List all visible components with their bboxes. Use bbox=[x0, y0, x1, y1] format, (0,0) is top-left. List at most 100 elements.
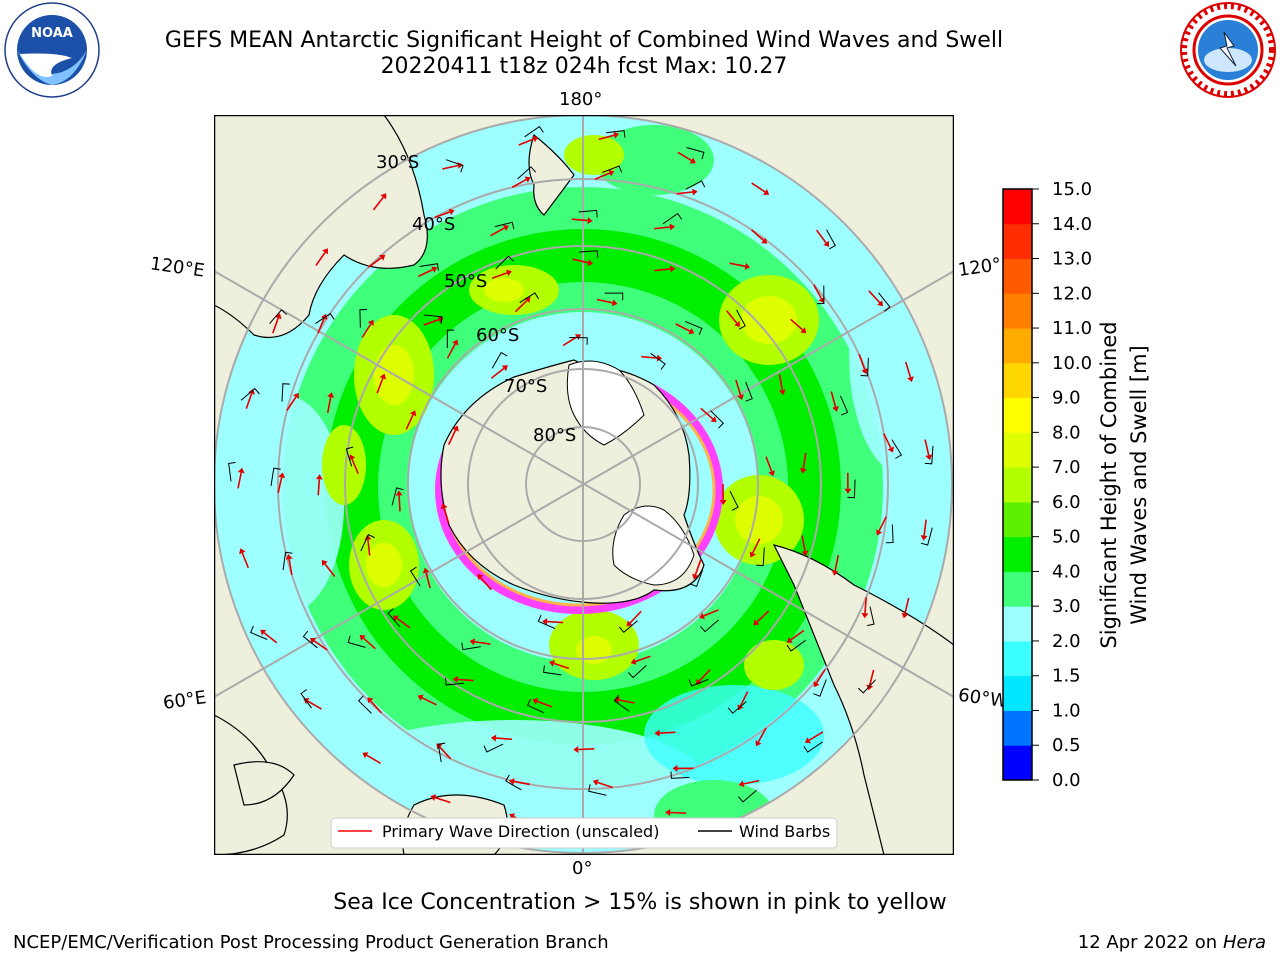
wave-arrow bbox=[474, 641, 491, 645]
wave-arrow-head bbox=[753, 619, 760, 626]
colorbar-block bbox=[1003, 536, 1032, 572]
footer-branch: NCEP/EMC/Verification Post Processing Pr… bbox=[13, 932, 609, 953]
wave-arrow bbox=[858, 354, 866, 370]
wind-barb bbox=[727, 701, 747, 714]
wind-barb bbox=[602, 165, 623, 173]
wave-arrow bbox=[313, 640, 328, 651]
wind-barb bbox=[445, 159, 464, 173]
wave-arrow-head bbox=[799, 468, 807, 474]
wave-arrow-head bbox=[436, 743, 443, 750]
wave-arrow-head bbox=[768, 470, 775, 477]
wind-barb bbox=[578, 209, 598, 218]
wind-barb bbox=[606, 130, 626, 138]
wave-arrow-head bbox=[469, 638, 476, 646]
wave-arrow bbox=[514, 299, 528, 313]
wave-arrow-head bbox=[524, 176, 531, 183]
wave-arrow-head bbox=[734, 320, 740, 327]
wave-arrow bbox=[571, 218, 588, 222]
wave-arrow bbox=[490, 227, 505, 237]
wave-arrow bbox=[694, 559, 702, 576]
wave-arrow bbox=[830, 391, 837, 408]
wave-arrow bbox=[396, 617, 411, 629]
wind-barb bbox=[866, 606, 875, 627]
wave-arrow bbox=[641, 355, 658, 359]
wave-arrow-head bbox=[763, 189, 770, 195]
colorbar-block bbox=[1003, 293, 1032, 329]
wave-arrow-head bbox=[440, 503, 448, 510]
wind-barb bbox=[446, 329, 455, 349]
wave-arrow bbox=[237, 472, 242, 489]
wave-arrow bbox=[553, 662, 570, 670]
wave-arrow-head bbox=[614, 696, 620, 704]
wave-arrow-head bbox=[395, 490, 403, 496]
wave-arrow-head bbox=[379, 373, 387, 380]
polar-map[interactable]: 30°S 40°S 50°S 60°S 70°S 80°S Primary Wa… bbox=[214, 115, 954, 855]
wave-arrow-head bbox=[669, 265, 676, 273]
lon-label-180: 180° bbox=[559, 89, 603, 110]
wave-arrow-head bbox=[823, 240, 830, 247]
wind-barb bbox=[437, 742, 446, 763]
wind-barb bbox=[491, 351, 508, 369]
wind-barb bbox=[281, 383, 290, 402]
wave-arrow-head bbox=[672, 764, 678, 772]
wave-arrow-head bbox=[669, 223, 675, 231]
wave-arrow bbox=[751, 538, 761, 554]
wave-arrow bbox=[751, 182, 766, 193]
madagascar bbox=[233, 761, 295, 806]
wave-arrow-head bbox=[327, 392, 335, 398]
wave-arrow bbox=[376, 378, 384, 394]
wave-arrow bbox=[676, 191, 693, 195]
wind-barb bbox=[423, 314, 443, 324]
wave-arrow bbox=[434, 796, 451, 804]
wave-arrow bbox=[598, 134, 615, 141]
wave-arrow-head bbox=[699, 612, 705, 620]
wave-arrow-head bbox=[710, 416, 717, 423]
wind-barb bbox=[685, 180, 706, 190]
wind-barb bbox=[526, 698, 545, 714]
wave-arrow-head bbox=[321, 559, 328, 566]
wave-arrow-head bbox=[866, 684, 874, 691]
wave-arrow-head bbox=[804, 737, 811, 744]
wave-arrow-head bbox=[417, 694, 424, 701]
wave-arrow-head bbox=[502, 224, 509, 231]
wind-barb bbox=[579, 250, 599, 258]
footer-host: Hera bbox=[1222, 932, 1266, 953]
wave-arrow bbox=[562, 336, 578, 347]
wave-arrow bbox=[457, 678, 474, 682]
wave-arrow-head bbox=[367, 697, 374, 704]
colorbar-tick-label: 0.0 bbox=[1052, 770, 1081, 790]
wave-arrow bbox=[513, 780, 530, 786]
wave-arrow bbox=[398, 495, 401, 512]
wind-barb bbox=[924, 445, 934, 465]
map-legend: Primary Wave Direction (unscaled) Wind B… bbox=[330, 817, 838, 849]
wave-arrow-head bbox=[505, 269, 512, 277]
wave-arrow-head bbox=[278, 472, 286, 479]
wave-arrow-head bbox=[320, 313, 328, 320]
wave-arrow bbox=[904, 361, 912, 378]
wave-arrow bbox=[790, 629, 805, 641]
wave-arrow-head bbox=[801, 550, 809, 556]
wave-arrow bbox=[367, 257, 382, 268]
colorbar-tick-label: 9.0 bbox=[1052, 388, 1081, 409]
wave-arrow-head bbox=[630, 658, 637, 665]
wind-barb bbox=[461, 642, 481, 651]
colorbar-tick-label: 8.0 bbox=[1052, 422, 1081, 443]
lat-label-60s: 60°S bbox=[476, 325, 519, 346]
wave-arrow-head bbox=[362, 752, 369, 759]
colorbar-ticks: 0.0 0.5 1.0 1.5 2.0 3.0 4.0 5.0 6.0 7.0 8.0 9.0 10.0… bbox=[1032, 180, 1092, 790]
wave-arrow-head bbox=[380, 193, 387, 200]
wave-arrow bbox=[815, 229, 827, 244]
wind-barb bbox=[387, 608, 401, 628]
wave-arrow-head bbox=[501, 365, 508, 372]
wave-arrow bbox=[813, 284, 823, 300]
wave-arrow-head bbox=[452, 425, 459, 432]
wave-arrow bbox=[495, 737, 512, 741]
wind-barb bbox=[613, 694, 630, 712]
wind-barb bbox=[409, 566, 421, 587]
wave-arrow-head bbox=[719, 500, 727, 505]
wave-arrow bbox=[868, 669, 875, 686]
wave-arrow bbox=[654, 268, 671, 272]
wave-arrow-head bbox=[749, 551, 756, 558]
wave-arrow-head bbox=[348, 454, 356, 461]
colorbar-tick-label: 4.0 bbox=[1052, 561, 1081, 582]
